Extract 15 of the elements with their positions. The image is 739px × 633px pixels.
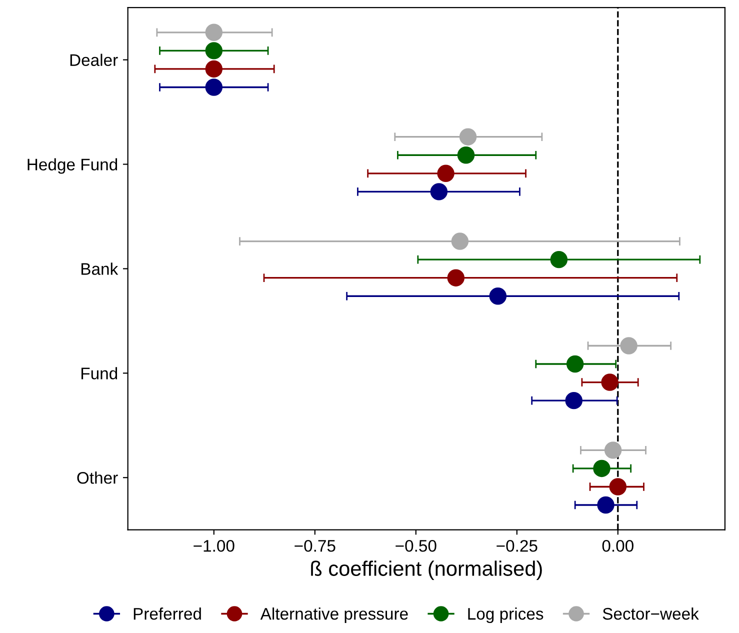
legend-label: Preferred xyxy=(134,607,201,620)
x-tick-label: −1.00 xyxy=(194,540,234,552)
x-axis-title: ß coefficient (normalised) xyxy=(311,560,542,580)
legend-label: Sector−week xyxy=(602,607,699,620)
y-tick-label: Hedge Fund xyxy=(28,158,118,174)
y-tick-label: Fund xyxy=(82,367,118,380)
legend-label: Log prices xyxy=(468,607,544,624)
x-tick-label: 0.00 xyxy=(602,540,634,552)
x-tick-label: −0.25 xyxy=(496,540,538,552)
y-tick-label: Bank xyxy=(82,262,118,275)
x-tick-label: −0.75 xyxy=(294,540,336,552)
y-tick-label: Dealer xyxy=(70,54,118,66)
legend-label: Alternative pressure xyxy=(260,607,408,624)
y-tick-label: Other xyxy=(77,472,118,484)
x-tick-label: −0.50 xyxy=(396,540,436,552)
